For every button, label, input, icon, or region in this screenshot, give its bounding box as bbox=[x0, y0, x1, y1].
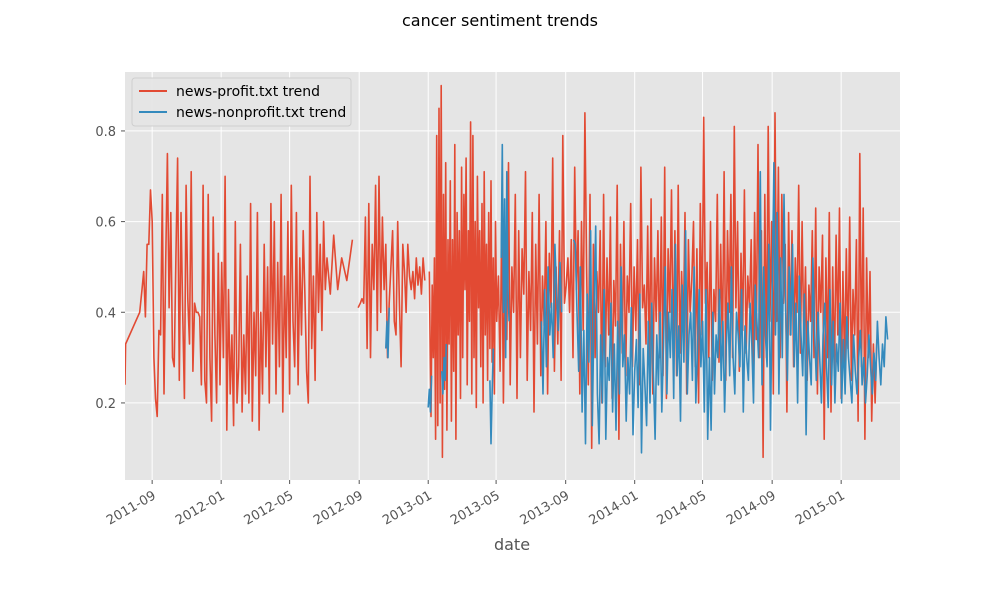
series-line-segment bbox=[427, 375, 433, 413]
y-tick-label: 0.2 bbox=[95, 397, 116, 412]
series-0 bbox=[125, 84, 878, 459]
chart-title: cancer sentiment trends bbox=[402, 11, 598, 30]
y-tick-label: 0.6 bbox=[95, 216, 116, 231]
series-line-segment bbox=[125, 152, 354, 431]
series-line-segment bbox=[441, 343, 448, 395]
y-tick-label: 0.8 bbox=[95, 125, 116, 140]
legend-label-nonprofit: news-nonprofit.txt trend bbox=[176, 105, 346, 121]
series-line-segment bbox=[572, 161, 889, 454]
series-layer bbox=[125, 84, 889, 459]
series-line-segment bbox=[385, 307, 390, 359]
series-line-segment bbox=[428, 84, 878, 459]
series-line-segment bbox=[489, 348, 495, 445]
series-line-segment bbox=[540, 243, 563, 395]
series-line-segment bbox=[357, 175, 426, 368]
y-tick-label: 0.4 bbox=[95, 306, 116, 321]
legend-box bbox=[131, 77, 352, 127]
legend: news-profit.txt trend news-nonprofit.txt… bbox=[131, 77, 352, 127]
series-1 bbox=[385, 143, 889, 454]
series-line-segment bbox=[500, 143, 510, 359]
x-axis-label: date bbox=[494, 535, 530, 554]
legend-label-profit: news-profit.txt trend bbox=[176, 84, 320, 100]
